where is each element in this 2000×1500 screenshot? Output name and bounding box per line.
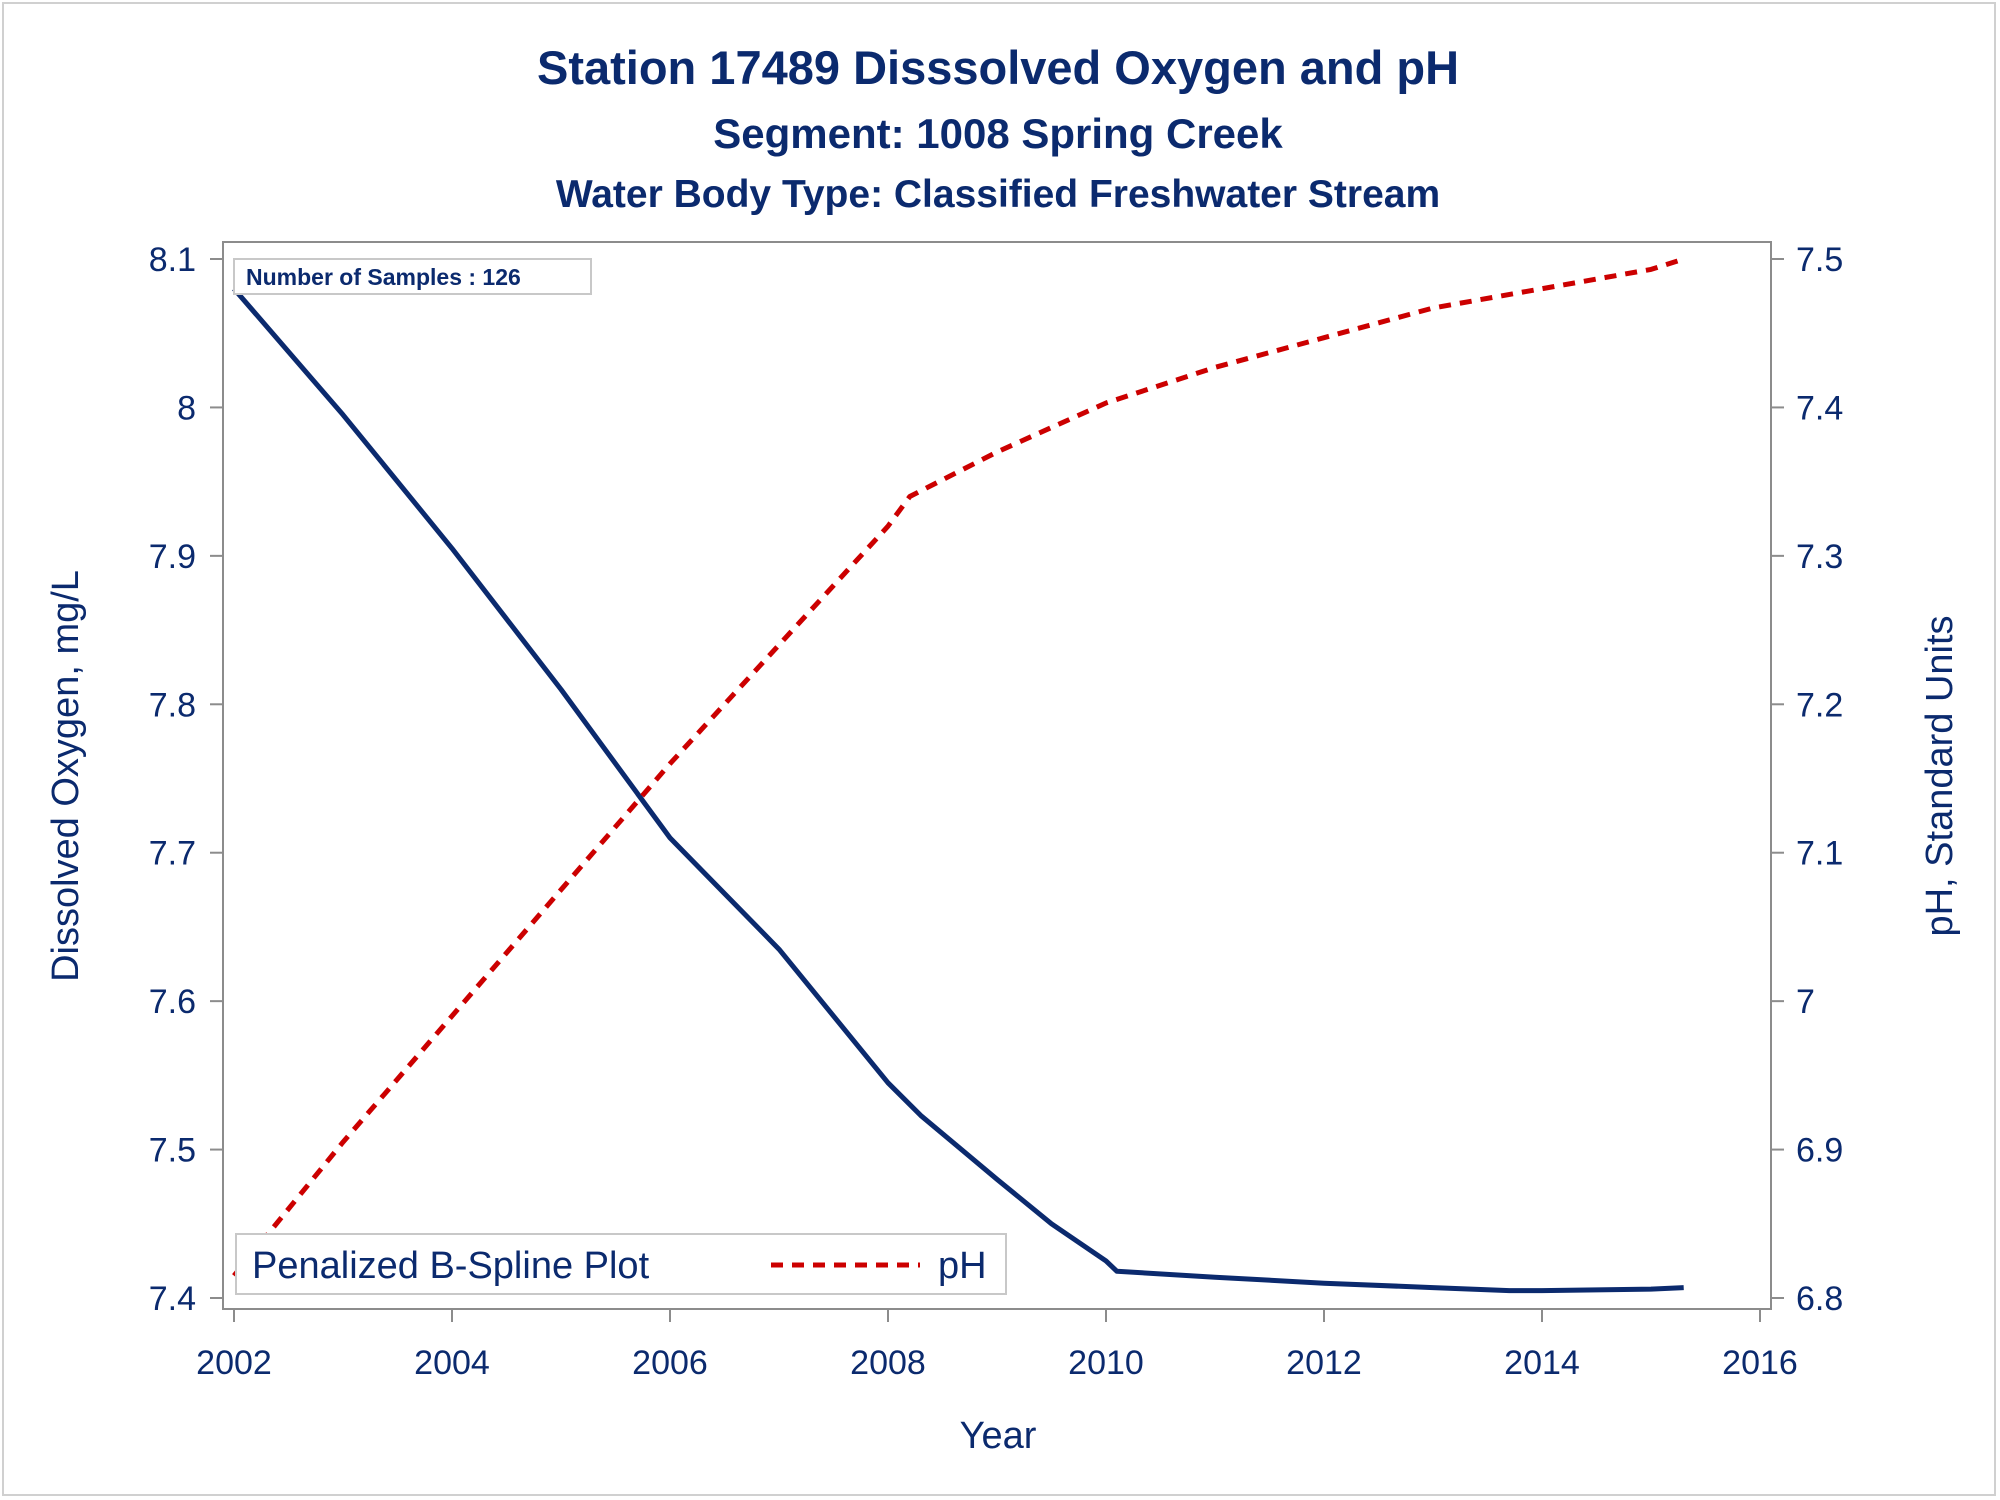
plot-area-border xyxy=(222,241,1772,1310)
x-tick-label: 2012 xyxy=(1286,1344,1362,1382)
x-tick-label: 2014 xyxy=(1504,1344,1580,1382)
x-tick-label: 2010 xyxy=(1068,1344,1144,1382)
y-right-tick-label: 7.3 xyxy=(1796,538,1843,576)
x-axis-ticks: 2002 2004 2006 2008 2010 2012 2014 2016 xyxy=(196,1309,1798,1382)
y-right-tick-label: 7.5 xyxy=(1796,241,1843,279)
x-tick-label: 2008 xyxy=(850,1344,926,1382)
y-left-tick-label: 7.9 xyxy=(149,538,196,576)
x-tick-label: 2002 xyxy=(196,1344,272,1382)
y-left-axis-ticks: 7.4 7.5 7.6 7.7 7.8 7.9 8 8.1 xyxy=(149,241,223,1318)
x-tick-label: 2006 xyxy=(632,1344,708,1382)
y-right-tick-label: 7.1 xyxy=(1796,835,1843,873)
sample-count-box xyxy=(233,258,592,295)
y-right-tick-label: 7 xyxy=(1796,983,1815,1021)
chart-title: Station 17489 Disssolved Oxygen and pH xyxy=(537,41,1459,94)
legend-entry-spline: Penalized B-Spline Plot xyxy=(252,1245,650,1287)
legend-entry-ph: pH xyxy=(938,1245,987,1287)
y-left-axis-label: Dissolved Oxygen, mg/L xyxy=(45,570,87,982)
series-layer xyxy=(232,256,1685,1294)
y-left-tick-label: 7.5 xyxy=(149,1132,196,1170)
y-right-axis-label: pH, Standard Units xyxy=(1919,615,1961,936)
y-left-tick-label: 7.8 xyxy=(149,686,196,724)
x-tick-label: 2004 xyxy=(414,1344,490,1382)
y-right-axis-ticks: 6.8 6.9 7 7.1 7.2 7.3 7.4 7.5 xyxy=(1771,241,1843,1318)
y-right-tick-label: 7.2 xyxy=(1796,686,1843,724)
chart-subtitle-segment: Segment: 1008 Spring Creek xyxy=(713,110,1283,157)
y-left-tick-label: 7.6 xyxy=(149,983,196,1021)
y-right-tick-label: 7.4 xyxy=(1796,389,1843,427)
y-right-tick-label: 6.8 xyxy=(1796,1280,1843,1318)
sample-count-label: Number of Samples : 126 xyxy=(246,264,521,290)
x-axis-label: Year xyxy=(960,1415,1037,1457)
y-left-tick-label: 7.7 xyxy=(149,835,196,873)
x-tick-label: 2016 xyxy=(1722,1344,1798,1382)
series-line-ph xyxy=(232,256,1685,1278)
y-right-tick-label: 6.9 xyxy=(1796,1132,1843,1170)
y-left-tick-label: 8.1 xyxy=(149,241,196,279)
y-left-tick-label: 8 xyxy=(177,389,196,427)
series-line-dissolved-oxygen xyxy=(232,287,1684,1294)
y-left-tick-label: 7.4 xyxy=(149,1280,196,1318)
chart-subtitle-water-body: Water Body Type: Classified Freshwater S… xyxy=(556,173,1440,216)
